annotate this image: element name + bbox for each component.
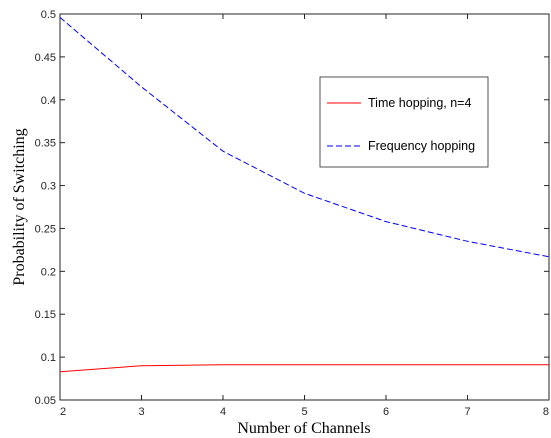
legend-label-frequency-hopping: Frequency hopping <box>368 139 475 153</box>
y-tick-label: 0.15 <box>35 309 56 321</box>
y-tick-label: 0.5 <box>41 9 56 21</box>
x-tick-label: 6 <box>383 406 389 418</box>
x-axis-label: Number of Channels <box>237 420 370 437</box>
x-tick-label: 2 <box>60 406 66 418</box>
y-axis-label: Probability of Switching <box>11 128 28 285</box>
series-line-0 <box>59 364 549 373</box>
y-tick-label: 0.1 <box>41 352 56 364</box>
y-tick-label: 0.3 <box>41 181 56 193</box>
x-axis-ticks: 2 3 4 5 6 7 8 <box>59 14 550 418</box>
x-tick-label: 4 <box>220 406 226 418</box>
y-axis-ticks: 0.05 0.1 0.15 0.2 0.25 0.3 0.35 0.4 0.45 0.5 <box>35 9 549 407</box>
legend-label-time-hopping: Time hopping, n=4 <box>368 96 471 110</box>
series-line-1 <box>59 17 550 258</box>
legend-box <box>319 76 489 168</box>
y-tick-label: 0.25 <box>35 223 56 235</box>
x-tick-label: 5 <box>301 406 307 418</box>
plot-area <box>59 13 550 401</box>
y-tick-label: 0.35 <box>35 138 56 150</box>
y-tick-label: 0.4 <box>41 95 56 107</box>
y-tick-label: 0.2 <box>41 266 56 278</box>
legend: Time hopping, n=4 Frequency hopping <box>319 76 489 168</box>
y-tick-label: 0.45 <box>35 52 56 64</box>
x-tick-label: 8 <box>543 406 549 418</box>
x-tick-label: 7 <box>464 406 470 418</box>
x-tick-label: 3 <box>138 406 144 418</box>
y-tick-label: 0.05 <box>35 395 56 407</box>
series-layer <box>59 17 550 373</box>
